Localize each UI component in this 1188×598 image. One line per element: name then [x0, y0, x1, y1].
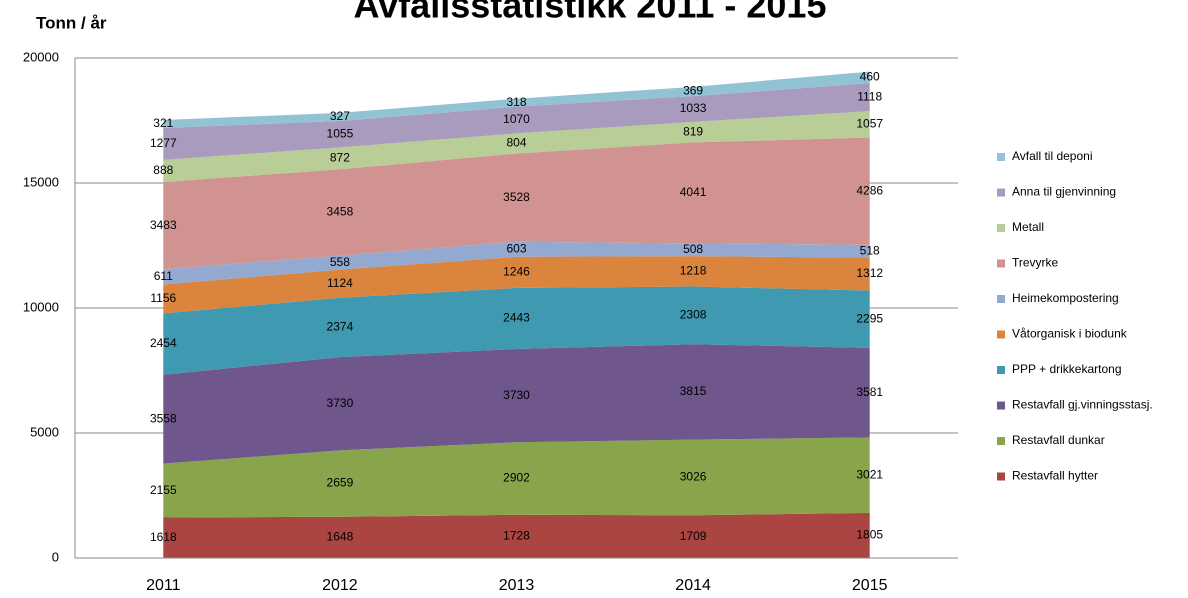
- x-tick-label: 2014: [675, 577, 711, 594]
- data-label: 3528: [503, 190, 530, 204]
- data-label: 1033: [680, 101, 707, 115]
- data-label: 1118: [857, 89, 882, 103]
- data-label: 460: [860, 70, 880, 84]
- x-tick-label: 2012: [322, 577, 358, 594]
- legend-swatch: [997, 259, 1005, 268]
- area: [163, 83, 870, 160]
- data-label: 3021: [856, 467, 883, 481]
- data-label: 1246: [503, 265, 530, 279]
- chart-title: Avfallsstatistikk 2011 - 2015: [354, 0, 827, 26]
- y-tick-label: 5000: [30, 424, 59, 439]
- data-label: 2443: [503, 311, 530, 325]
- data-label: 1218: [680, 263, 707, 277]
- area: [163, 437, 870, 518]
- area: [163, 111, 870, 183]
- area: [163, 71, 870, 128]
- data-label: 1618: [150, 530, 177, 544]
- legend-label: Anna til gjenvinning: [1012, 185, 1116, 199]
- data-label: 508: [683, 242, 703, 256]
- data-label: 1709: [680, 529, 707, 543]
- data-label: 2902: [503, 471, 530, 485]
- data-label: 819: [683, 124, 703, 138]
- data-label: 1156: [150, 291, 176, 305]
- data-label: 1070: [503, 112, 530, 126]
- data-label: 327: [330, 109, 350, 123]
- data-label: 321: [153, 116, 173, 130]
- y-axis-label: Tonn / år: [36, 13, 107, 32]
- data-label: 1728: [503, 529, 530, 543]
- data-label: 4041: [680, 185, 707, 199]
- legend-swatch: [997, 401, 1005, 410]
- data-label: 369: [683, 84, 703, 98]
- data-label: 3581: [856, 385, 883, 399]
- legend-label: Trevyrke: [1012, 256, 1059, 270]
- data-label: 518: [860, 243, 880, 257]
- legend-label: Heimekompostering: [1012, 291, 1119, 305]
- data-label: 611: [154, 269, 173, 283]
- y-tick-label: 0: [52, 549, 59, 564]
- data-label: 603: [506, 241, 526, 255]
- data-label: 872: [330, 150, 350, 164]
- data-label: 804: [506, 136, 526, 150]
- legend-swatch: [997, 472, 1005, 481]
- area: [163, 256, 870, 314]
- data-label: 1648: [327, 530, 354, 544]
- data-label: 4286: [856, 183, 883, 197]
- data-label: 3558: [150, 411, 177, 425]
- y-tick-label: 10000: [23, 299, 59, 314]
- data-label: 1277: [150, 136, 177, 150]
- legend-swatch: [997, 224, 1005, 232]
- x-tick-label: 2013: [499, 577, 535, 594]
- x-tick-label: 2011: [146, 577, 181, 594]
- legend-swatch: [997, 295, 1005, 303]
- data-label: 3458: [327, 205, 354, 219]
- data-label: 3730: [327, 396, 354, 410]
- area: [163, 512, 870, 558]
- legend-label: Restavfall hytter: [1012, 469, 1098, 483]
- legend-swatch: [997, 366, 1005, 374]
- legend-swatch: [997, 188, 1005, 197]
- data-label: 1312: [856, 266, 883, 280]
- legend-label: Restavfall gj.vinningsstasj.: [1012, 398, 1153, 412]
- legend-label: Våtorganisk i biodunk: [1012, 327, 1128, 341]
- data-label: 558: [330, 255, 350, 269]
- legend-swatch: [997, 330, 1005, 339]
- data-label: 3730: [503, 388, 530, 402]
- data-label: 1057: [856, 117, 883, 131]
- data-label: 2155: [150, 483, 177, 497]
- area: [163, 241, 870, 285]
- x-tick-label: 2015: [852, 577, 888, 594]
- data-label: 2295: [856, 311, 883, 325]
- y-tick-label: 20000: [23, 49, 59, 64]
- legend-swatch: [997, 437, 1005, 445]
- area: [163, 286, 870, 375]
- legend-label: Metall: [1012, 220, 1044, 234]
- data-label: 2308: [680, 308, 707, 322]
- data-label: 3483: [150, 218, 177, 232]
- data-label: 1124: [327, 276, 353, 290]
- data-label: 2374: [327, 320, 354, 334]
- data-label: 2454: [150, 336, 177, 350]
- data-label: 1055: [327, 126, 354, 140]
- legend-swatch: [997, 153, 1005, 161]
- data-label: 2659: [327, 476, 354, 490]
- data-label: 3815: [680, 384, 707, 398]
- data-label: 3026: [680, 470, 707, 484]
- legend-label: Avfall til deponi: [1012, 149, 1093, 163]
- data-label: 888: [153, 163, 173, 177]
- y-tick-label: 15000: [23, 174, 59, 189]
- legend-label: PPP + drikkekartong: [1012, 362, 1122, 376]
- area: [163, 137, 870, 270]
- area: [163, 344, 870, 464]
- legend-label: Restavfall dunkar: [1012, 433, 1105, 447]
- data-label: 318: [506, 95, 526, 109]
- data-label: 1805: [856, 528, 883, 542]
